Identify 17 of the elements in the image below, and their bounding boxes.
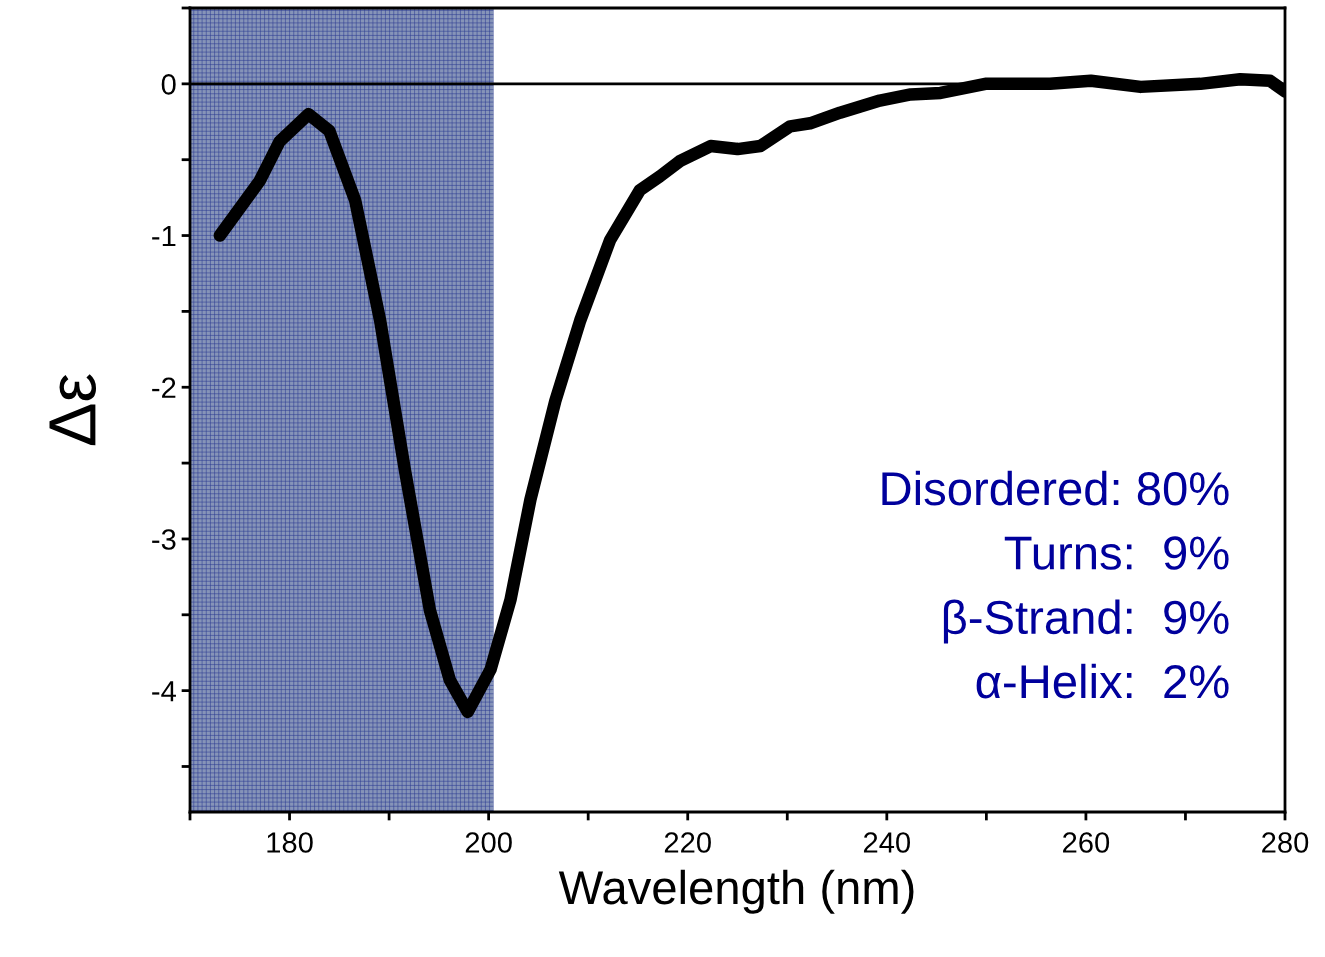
y-tick-label: 0: [161, 74, 176, 95]
annotation: Turns: 9%: [1004, 536, 1229, 570]
x-tick-label: 180: [267, 832, 313, 853]
y-tick-label: -1: [152, 226, 176, 247]
x-tick-label: 260: [1063, 832, 1110, 853]
y-axis-title: Δε: [49, 374, 97, 446]
annotation: Disordered: 80%: [882, 470, 1229, 506]
x-tick-label: 280: [1262, 832, 1309, 853]
x-tick-label: 200: [465, 832, 512, 853]
x-tick-label: 240: [863, 832, 911, 853]
y-tick-label: -3: [152, 529, 176, 550]
x-tick-label: 220: [664, 832, 711, 853]
x-axis-title: Wavelength (nm): [558, 869, 914, 914]
annotation: α-Helix: 2%: [976, 663, 1229, 699]
y-tick-label: -2: [152, 377, 176, 398]
y-tick-label: -4: [152, 681, 176, 702]
annotation: β-Strand: 9%: [943, 599, 1229, 644]
